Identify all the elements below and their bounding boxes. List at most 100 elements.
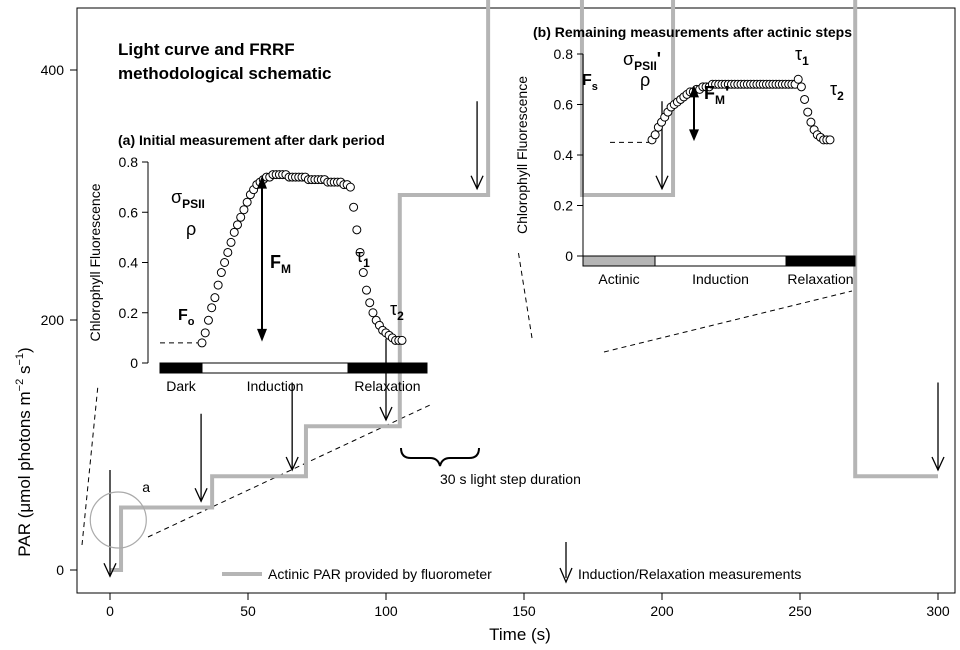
x-tick-label: 300 [926, 603, 950, 619]
y-tick-label: 200 [41, 312, 65, 328]
inset-b-phase-label: Actinic [598, 271, 639, 287]
measurement-arrow-head [379, 406, 393, 422]
zoom-circle-label-a: a [142, 479, 150, 495]
inset-b-fs-label: Fs [582, 72, 598, 93]
inset-a-point [365, 298, 375, 308]
inset-a-point [220, 258, 230, 267]
inset-a-fm-arrow-head-top [257, 175, 267, 189]
inset-a-point [355, 247, 365, 257]
inset-a-point [349, 202, 359, 212]
inset-a-phase-1 [201, 362, 349, 374]
inset-a-point [358, 268, 368, 278]
inset-b-point [803, 107, 813, 117]
inset-a-point [213, 280, 223, 290]
measurement-arrow-head [285, 456, 299, 472]
x-tick-label: 150 [512, 603, 536, 619]
y-axis-label: PAR (μmol photons m−2 s−1) [14, 347, 34, 556]
inset-b-y-tick-label: 0.2 [554, 198, 574, 214]
x-tick-label: 100 [374, 603, 398, 619]
inset-a-phase-2 [347, 362, 428, 374]
inset-a-title: (a) Initial measurement after dark perio… [118, 132, 385, 148]
inset-b-phase-0 [582, 255, 656, 267]
inset-a-point [236, 212, 246, 222]
inset-b-y-tick-label: 0.8 [554, 46, 574, 62]
inset-b-tau2-label: τ2 [830, 79, 844, 103]
inset-b-fm-arrow-head-bottom [689, 129, 699, 142]
y-tick-label: 400 [41, 62, 65, 78]
inset-a-y-tick-label: 0.4 [119, 255, 139, 271]
x-axis-label: Time (s) [489, 625, 551, 644]
chart-title-line1: Light curve and FRRF [118, 40, 295, 59]
zoom-lines [81, 249, 853, 546]
x-tick-label: 50 [240, 603, 256, 619]
x-tick-label: 0 [106, 603, 114, 619]
zoom-circle-a [89, 491, 147, 549]
inset-a-y-tick-label: 0.6 [119, 204, 139, 220]
inset-a: (a) Initial measurement after dark perio… [87, 132, 428, 394]
inset-b-phase-label: Induction [692, 271, 749, 287]
inset-b-tau1-label: τ1 [795, 44, 809, 68]
inset-a-phase-0 [159, 362, 203, 374]
legend-arrow-label: Induction/Relaxation measurements [578, 566, 801, 582]
main-plot-frame [76, 7, 956, 594]
step-duration-brace [400, 447, 480, 467]
x-tick-label: 200 [650, 603, 674, 619]
inset-a-point [362, 285, 372, 295]
inset-b-y-tick-label: 0 [565, 248, 573, 264]
inset-a-tau2-label: τ2 [390, 299, 404, 323]
brace-label: 30 s light step duration [440, 471, 581, 487]
inset-a-point [210, 293, 220, 303]
inset-a-phase-label: Relaxation [354, 378, 420, 394]
inset-a-y-tick-label: 0.8 [119, 154, 139, 170]
inset-a-point [397, 335, 407, 345]
inset-b-y-tick-label: 0.4 [554, 147, 574, 163]
measurement-arrow-head [655, 175, 669, 191]
measurement-arrow-head [470, 175, 484, 191]
inset-a-y-tick-label: 0 [130, 355, 138, 371]
inset-a-point [223, 247, 233, 257]
y-tick-label: 0 [56, 562, 64, 578]
inset-b-point [793, 74, 803, 84]
inset-a-phase-label: Induction [247, 378, 304, 394]
zoom-dashed-line [517, 249, 533, 339]
inset-a-point [197, 338, 207, 348]
inset-a-point [229, 227, 239, 237]
inset-b-fm-label: FM' [704, 83, 729, 107]
inset-b-y-label: Chlorophyll Fluorescence [514, 76, 530, 234]
inset-b-point [825, 135, 835, 145]
legend-line-label: Actinic PAR provided by fluorometer [268, 566, 492, 582]
actinic-par-line [110, 0, 938, 572]
inset-a-point [207, 303, 217, 313]
inset-a-y-tick-label: 0.2 [119, 305, 139, 321]
inset-a-point [345, 182, 355, 192]
main-series: ab [89, 0, 945, 578]
inset-b-sigma-label: σPSII' [623, 49, 661, 73]
x-tick-label: 250 [788, 603, 812, 619]
measurement-arrow-head [931, 456, 945, 472]
measurement-arrow-head [194, 487, 208, 503]
inset-a-fo-label: Fo [178, 307, 195, 328]
inset-b: (b) Remaining measurements after actinic… [514, 24, 856, 287]
inset-a-point [352, 225, 362, 235]
inset-b-point [806, 117, 816, 127]
inset-a-sigma-label: σPSII [171, 187, 205, 211]
inset-b-phase-label: Relaxation [787, 271, 853, 287]
inset-a-point [239, 205, 249, 215]
zoom-dashed-line [603, 290, 853, 353]
main-axes: 0501001502002503000200400600 [41, 62, 950, 619]
inset-a-point [200, 328, 210, 338]
inset-b-phase-2 [785, 255, 856, 267]
inset-b-phase-1 [654, 255, 787, 267]
inset-a-point [216, 268, 226, 278]
inset-b-title: (b) Remaining measurements after actinic… [533, 24, 852, 40]
inset-a-rho-label: ρ [186, 219, 196, 239]
inset-b-fm-arrow-head-top [689, 85, 699, 98]
chart-title-line2: methodological schematic [118, 64, 332, 83]
inset-a-phase-label: Dark [166, 378, 197, 394]
inset-a-point [226, 237, 236, 247]
inset-b-point [796, 82, 806, 92]
inset-b-rho-label: ρ [640, 70, 650, 90]
inset-a-point [242, 197, 252, 207]
inset-b-y-tick-label: 0.6 [554, 97, 574, 113]
